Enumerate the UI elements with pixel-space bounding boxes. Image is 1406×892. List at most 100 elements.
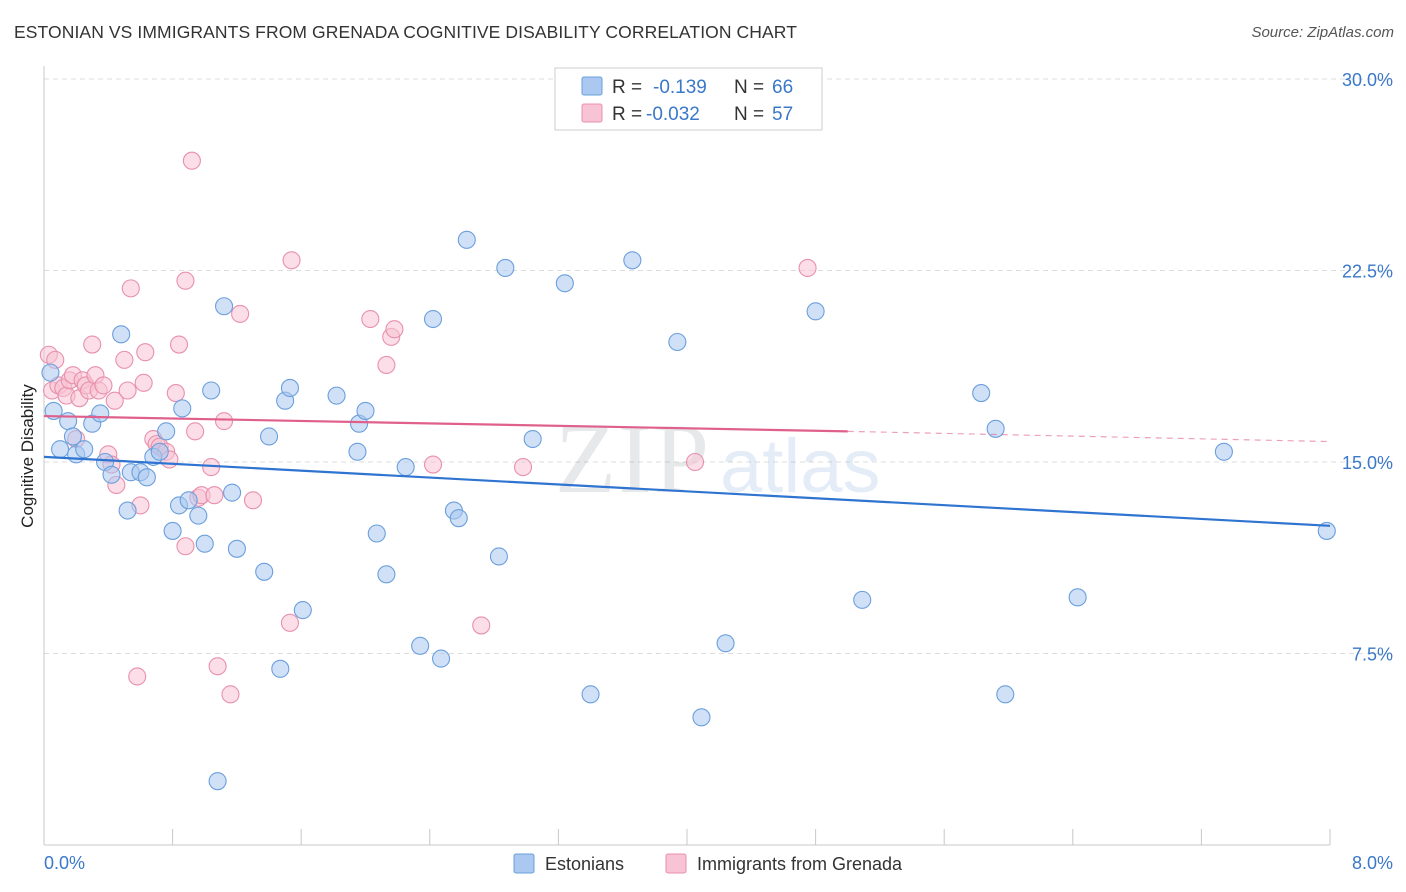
grenada-point	[513, 458, 533, 477]
estonian-point	[449, 509, 468, 528]
svg-text:atlas: atlas	[720, 424, 881, 509]
grenada-trend-extension	[847, 430, 1331, 443]
estonian-point	[996, 685, 1015, 704]
estonian-point	[432, 649, 451, 668]
grenada-point	[128, 667, 147, 686]
estonian-point	[356, 401, 375, 420]
grenada-point	[377, 355, 396, 375]
grenada-n-label: N =	[734, 104, 764, 125]
grenada-point	[186, 422, 205, 441]
estonian-point	[623, 251, 642, 270]
grenada-point	[231, 304, 250, 323]
x-ticks	[172, 829, 1331, 845]
estonian-point	[271, 659, 290, 678]
grenada-point	[221, 685, 240, 704]
grid-layer	[44, 78, 1393, 654]
grenada-point	[121, 279, 140, 298]
estonian-point	[75, 440, 94, 459]
grenada-point	[83, 335, 102, 354]
grenada-n-value: 57	[772, 104, 793, 125]
estonian-point	[348, 442, 367, 461]
estonian-point	[293, 601, 312, 620]
estonian-point	[202, 381, 221, 400]
grenada-point	[182, 151, 201, 170]
estonian-point	[377, 565, 396, 584]
legend-label-grenada: Immigrants from Grenada	[697, 854, 903, 874]
grenada-point	[94, 376, 113, 395]
legend-swatch-grenada	[665, 853, 687, 874]
grenada-r-value: -0.032	[646, 104, 700, 125]
grenada-point	[423, 455, 443, 474]
svg-text:ZIP: ZIP	[555, 403, 711, 514]
estonian-point	[280, 378, 299, 398]
estonian-point	[150, 442, 169, 461]
grenada-point	[166, 384, 185, 403]
grenada-point	[208, 657, 227, 676]
estonian-point	[496, 258, 515, 277]
x-tick-label-max: 8.0%	[1352, 853, 1393, 873]
estonian-point	[41, 363, 60, 382]
grenada-point	[169, 335, 189, 354]
estonian-point	[1317, 521, 1336, 540]
estonian-point	[411, 636, 430, 655]
estonian-point	[1214, 442, 1233, 461]
estonian-point	[489, 547, 508, 566]
grenada-point	[118, 381, 137, 400]
estonian-point	[581, 685, 600, 704]
grenada-point	[798, 258, 817, 277]
estonian-point	[853, 590, 872, 609]
estonian-point	[986, 419, 1005, 438]
estonian-point	[51, 440, 70, 459]
grenada-point	[280, 613, 299, 632]
grenada-point	[385, 320, 404, 339]
estonian-point	[972, 384, 991, 403]
grenada-point	[472, 616, 491, 635]
grenada-point	[136, 343, 155, 362]
grenada-point	[115, 350, 134, 369]
grenada-point	[105, 391, 124, 410]
estonians-n-value: 66	[772, 77, 793, 98]
estonian-point	[692, 708, 711, 727]
estonian-point	[137, 468, 156, 487]
legend-label-estonians: Estonians	[545, 854, 624, 874]
estonian-point	[423, 309, 443, 329]
grenada-point	[282, 251, 301, 270]
y-tick-label: 22.5%	[1342, 262, 1393, 282]
chart-title: ESTONIAN VS IMMIGRANTS FROM GRENADA COGN…	[14, 22, 798, 42]
estonian-point	[555, 274, 574, 293]
grenada-r-label: R =	[612, 104, 642, 125]
estonian-point	[367, 524, 386, 543]
stats-legend: R = -0.139 N = 66 R = -0.032 N = 57	[554, 67, 823, 131]
estonians-r-value: -0.139	[653, 77, 707, 98]
y-tick-label: 7.5%	[1352, 645, 1393, 665]
grenada-point	[205, 486, 224, 505]
estonian-point	[327, 386, 346, 405]
estonians-swatch	[581, 76, 603, 96]
estonian-point	[157, 422, 176, 441]
estonian-point	[716, 634, 735, 653]
grenada-point	[685, 452, 705, 472]
x-tick-label-min: 0.0%	[44, 853, 85, 873]
estonian-point	[63, 427, 82, 446]
estonian-point	[223, 483, 242, 502]
estonian-point	[806, 302, 825, 321]
estonian-point	[163, 521, 182, 540]
estonian-point	[195, 534, 214, 553]
estonians-trend-line	[43, 455, 1331, 527]
y-tick-label: 15.0%	[1342, 453, 1393, 473]
estonian-point	[1068, 588, 1087, 607]
y-tick-labels: 7.5% 15.0% 22.5% 30.0%	[1342, 70, 1393, 665]
estonian-point	[396, 458, 415, 477]
grenada-point	[176, 537, 195, 556]
estonian-point	[457, 230, 476, 249]
estonian-point	[208, 772, 227, 791]
estonian-point	[173, 399, 192, 418]
estonian-point	[523, 429, 542, 449]
grenada-points	[39, 151, 817, 704]
grenada-point	[134, 373, 153, 392]
legend-swatch-estonians	[513, 853, 535, 874]
estonian-point	[255, 562, 274, 581]
estonian-point	[179, 491, 198, 510]
grenada-point	[243, 491, 263, 510]
